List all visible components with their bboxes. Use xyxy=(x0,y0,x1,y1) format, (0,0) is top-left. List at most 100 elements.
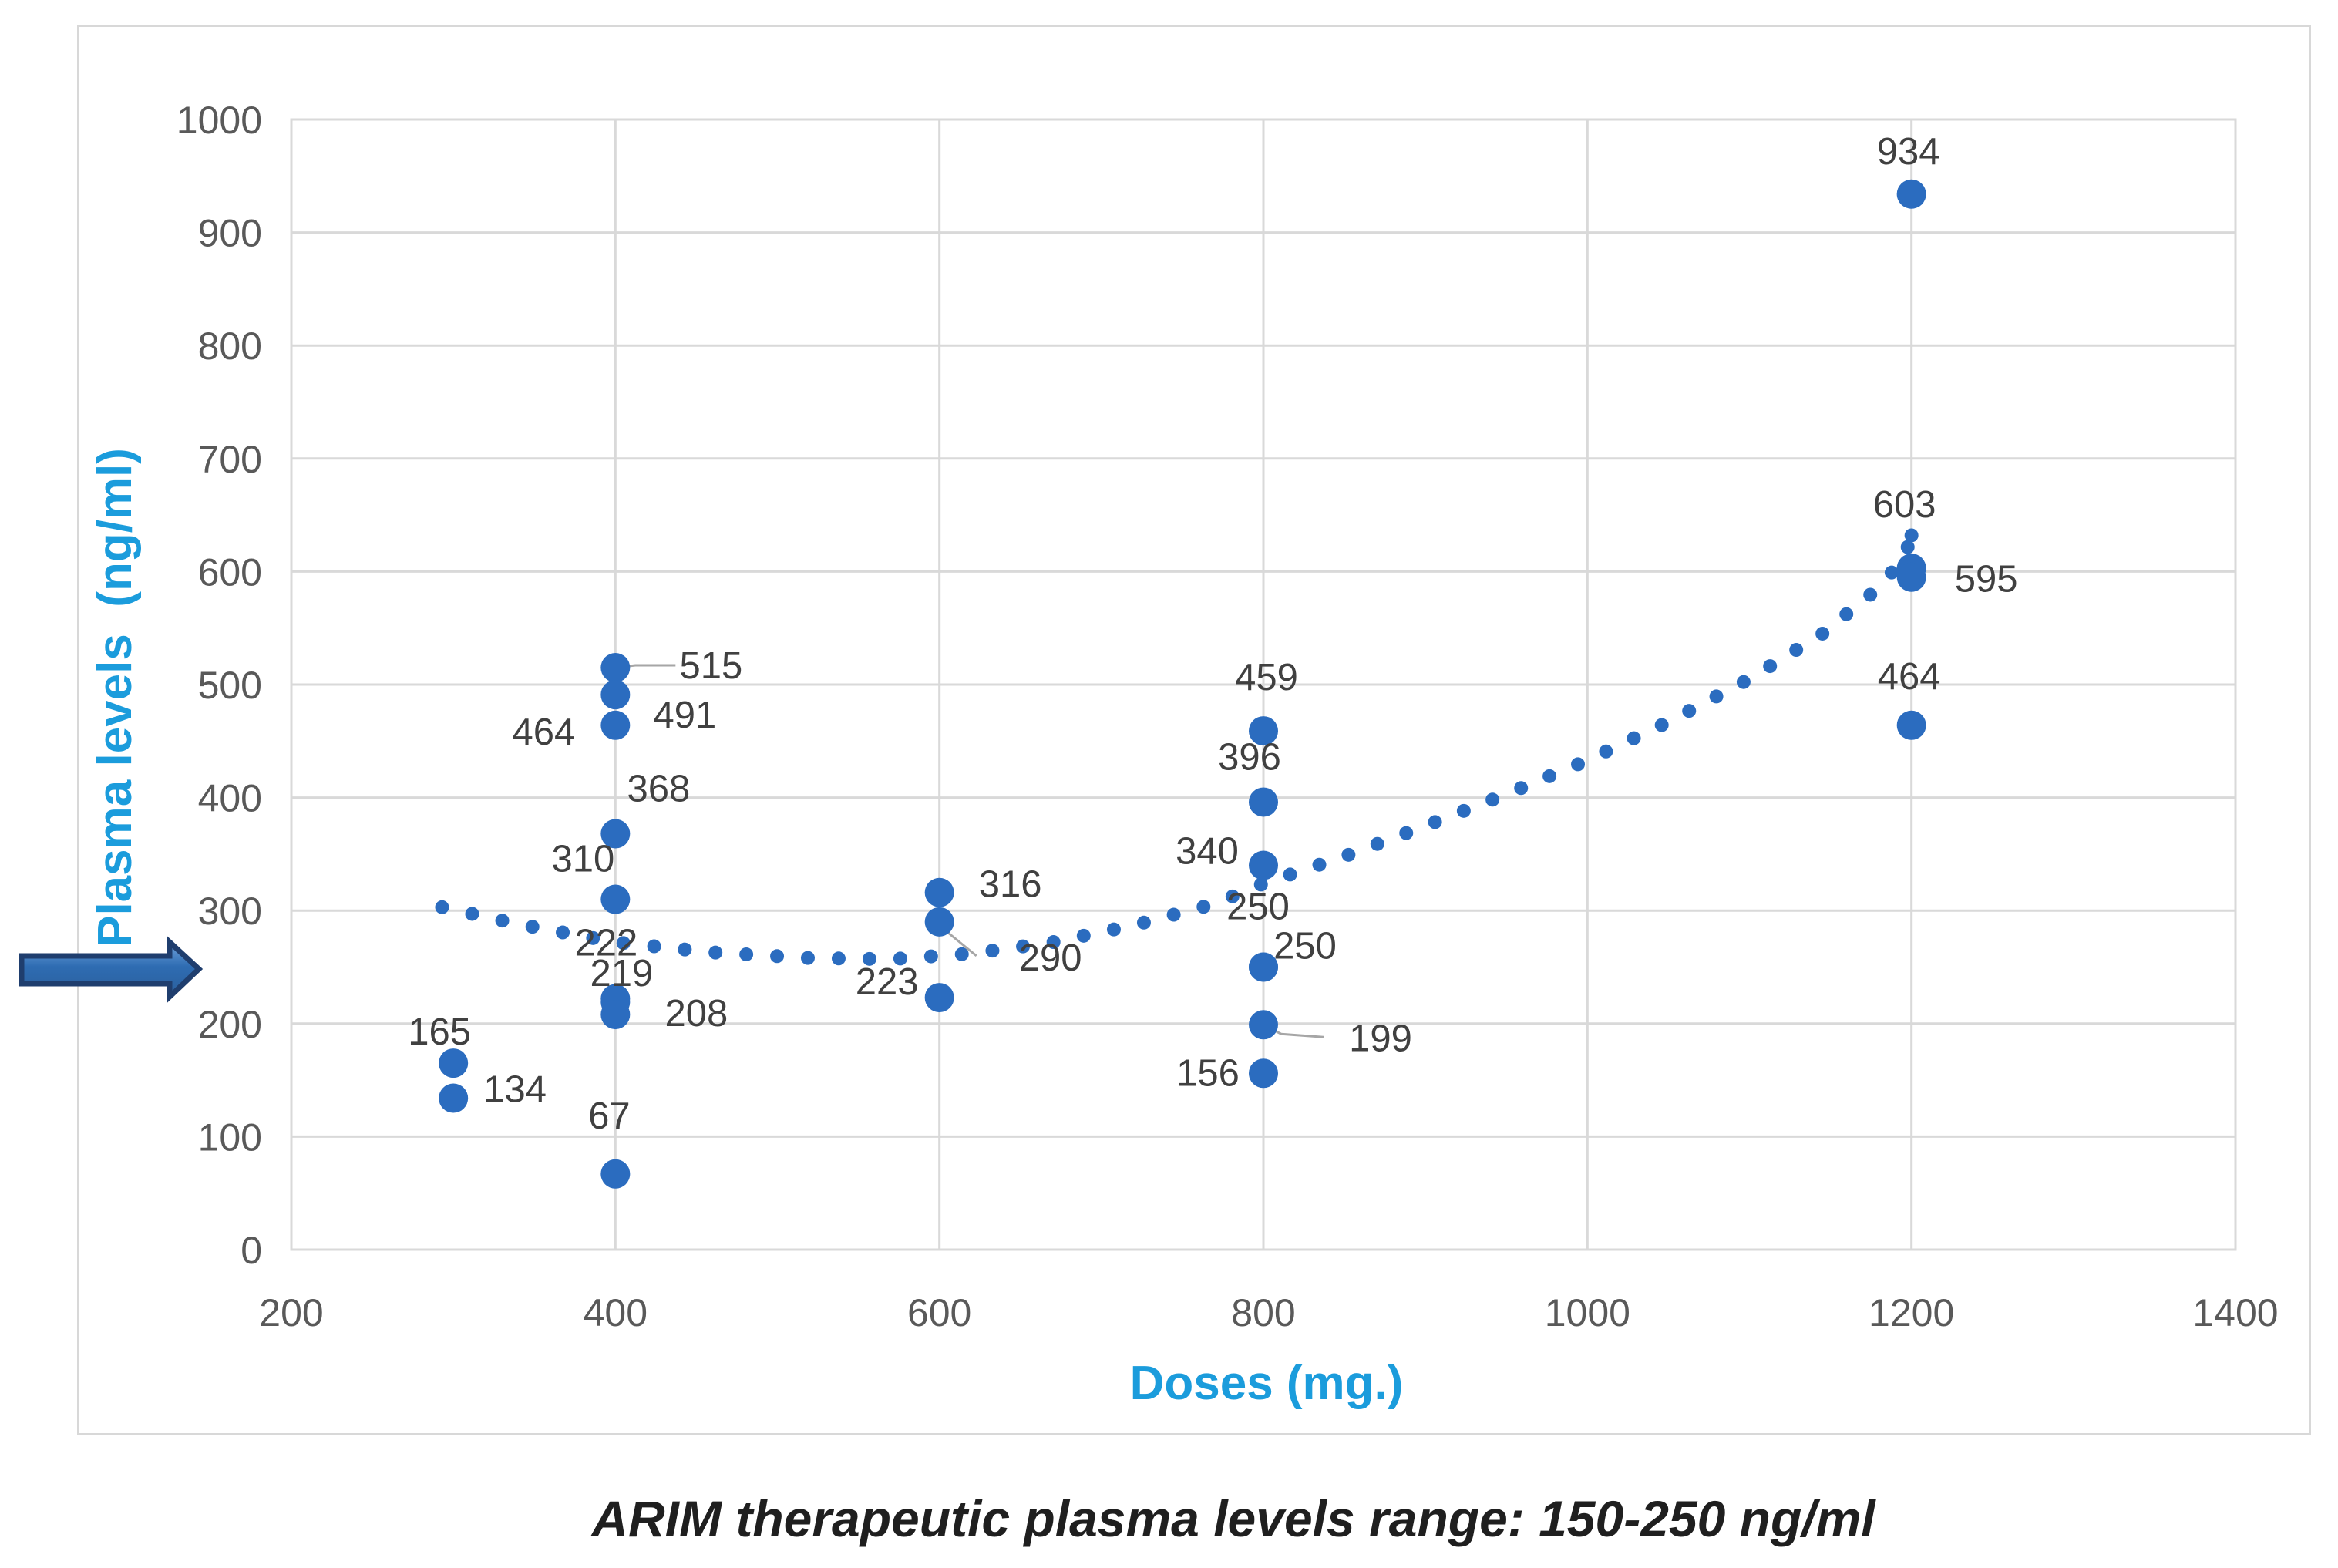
data-point xyxy=(600,710,631,740)
data-point-label: 459 xyxy=(1235,657,1298,698)
x-tick-label: 400 xyxy=(584,1291,648,1334)
trend-dot xyxy=(1904,528,1919,543)
trend-dot xyxy=(1016,939,1031,954)
data-point-label: 491 xyxy=(653,695,716,736)
trend-dot xyxy=(1571,757,1586,772)
trend-dot xyxy=(495,914,510,928)
trend-dot xyxy=(1076,928,1091,943)
trend-dot xyxy=(1900,540,1915,554)
data-point-label: 310 xyxy=(551,839,614,880)
figure-caption: ARIM therapeutic plasma levels range: 15… xyxy=(591,1490,1875,1547)
x-axis-title: Doses (mg.) xyxy=(1130,1357,1404,1410)
data-point xyxy=(1896,710,1926,740)
trend-dot xyxy=(954,947,969,961)
axis-tick-labels: 200 400 600 800 1000 1200 1400 0 100 200 300 400 500… xyxy=(177,99,2279,1334)
y-tick-label: 700 xyxy=(198,438,262,481)
y-tick-label: 400 xyxy=(198,777,262,820)
y-tick-label: 1000 xyxy=(177,99,262,142)
data-point-label: 250 xyxy=(1226,887,1290,928)
trend-dot xyxy=(1815,626,1830,641)
trend-dot xyxy=(1106,922,1121,937)
data-point xyxy=(600,819,631,849)
data-point xyxy=(600,680,631,710)
data-point xyxy=(1249,787,1278,817)
trend-dot xyxy=(586,930,600,945)
x-tick-label: 200 xyxy=(259,1291,323,1334)
data-point xyxy=(439,1083,469,1113)
trend-dot xyxy=(1682,704,1697,718)
data-point xyxy=(1249,1058,1278,1089)
chart-figure-frame xyxy=(77,25,2311,1435)
data-point xyxy=(924,877,954,907)
data-point xyxy=(600,1000,631,1030)
dotted-trend-line xyxy=(435,528,1919,966)
data-point-label: 464 xyxy=(1878,656,1941,698)
trend-dot xyxy=(1196,900,1211,914)
data-point xyxy=(1249,716,1278,746)
data-points xyxy=(439,179,1926,1189)
data-point xyxy=(1896,562,1926,592)
data-point xyxy=(1249,1010,1278,1040)
trend-dot xyxy=(678,942,692,957)
y-tick-label: 0 xyxy=(241,1229,262,1272)
trend-dot xyxy=(831,951,846,966)
x-tick-label: 1000 xyxy=(1545,1291,1630,1334)
data-point-label: 515 xyxy=(679,645,742,687)
data-point-label: 223 xyxy=(856,961,919,1003)
trend-dot xyxy=(1166,907,1181,922)
y-axis-title: Plasma levels (ng/ml) xyxy=(89,448,142,947)
trend-dot xyxy=(1253,877,1268,892)
data-point-label: 165 xyxy=(408,1011,471,1053)
trend-dot xyxy=(1456,803,1471,818)
data-point-label: 290 xyxy=(1019,937,1082,979)
trend-dot xyxy=(1542,769,1557,783)
trend-dot xyxy=(770,949,785,964)
y-tick-label: 500 xyxy=(198,664,262,707)
trend-dot xyxy=(1789,643,1804,658)
data-point-label: 134 xyxy=(483,1069,547,1111)
trend-dot xyxy=(800,951,815,965)
trend-dot xyxy=(1599,744,1613,759)
data-point-label: 595 xyxy=(1955,559,2018,601)
data-point-label: 199 xyxy=(1349,1018,1412,1059)
data-point-label: 464 xyxy=(512,712,575,753)
data-point xyxy=(439,1048,469,1078)
data-point-label: 368 xyxy=(627,769,690,810)
trend-dot xyxy=(923,949,938,964)
trend-dot xyxy=(1763,659,1778,674)
data-point-label: 222 xyxy=(574,923,637,964)
data-point xyxy=(924,983,954,1013)
trend-dot xyxy=(435,900,449,914)
trend-dot xyxy=(1225,889,1240,903)
data-point xyxy=(600,653,631,683)
data-point-label: 340 xyxy=(1176,831,1239,873)
y-tick-label: 200 xyxy=(198,1003,262,1046)
data-point xyxy=(600,884,631,914)
data-point xyxy=(1896,179,1926,209)
trend-dot xyxy=(862,951,876,966)
trend-dot xyxy=(985,944,1000,958)
y-tick-label: 300 xyxy=(198,890,262,933)
data-point-label: 250 xyxy=(1273,926,1337,967)
trend-dot xyxy=(1884,565,1899,580)
trend-dot xyxy=(556,925,570,940)
x-tick-label: 600 xyxy=(907,1291,971,1334)
trend-dot xyxy=(647,939,661,954)
trend-dot xyxy=(1709,689,1724,704)
data-point-label: 219 xyxy=(590,953,653,994)
trend-dot xyxy=(708,945,723,960)
y-tick-label: 800 xyxy=(198,325,262,368)
y-tick-label: 600 xyxy=(198,550,262,594)
data-point xyxy=(1249,850,1278,880)
trend-dot xyxy=(1654,718,1669,732)
y-tick-label: 100 xyxy=(198,1115,262,1159)
trend-dot xyxy=(1046,935,1061,950)
trend-dot xyxy=(616,936,631,951)
trend-dot xyxy=(1399,826,1414,840)
data-point-label: 156 xyxy=(1176,1052,1240,1094)
x-tick-label: 800 xyxy=(1231,1291,1295,1334)
trend-dot xyxy=(1514,781,1529,796)
plot-border xyxy=(290,118,2237,1251)
data-point-label: 208 xyxy=(664,993,728,1035)
